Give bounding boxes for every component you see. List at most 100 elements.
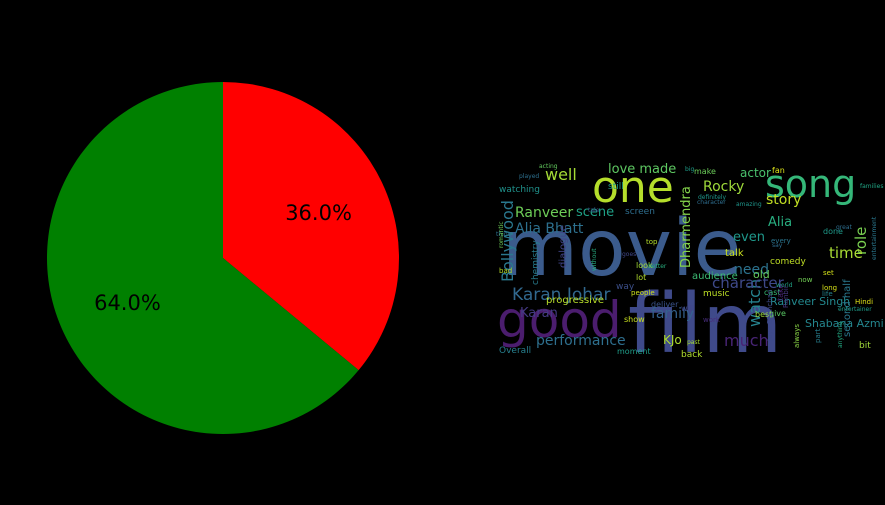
wordcloud-word: bit [859, 341, 871, 351]
wordcloud-word: world [776, 282, 793, 289]
wordcloud-word: music [703, 289, 730, 299]
wordcloud-word: Overall [499, 346, 531, 356]
wordcloud-word: still [608, 182, 624, 192]
wordcloud-word: story [766, 192, 801, 208]
wordcloud-word: anything [837, 321, 844, 348]
wordcloud-word: always [793, 324, 801, 348]
wordcloud-word: comedy [770, 257, 806, 267]
wordcloud-word: way [616, 282, 635, 292]
pie-slice-0 [223, 82, 399, 371]
wordcloud-word: part [814, 328, 822, 343]
pie-chart: 36.0% 64.0% [46, 82, 399, 434]
word-cloud-background [490, 160, 878, 354]
wordcloud-word: romantic [498, 221, 505, 248]
wordcloud-word: watching [499, 185, 540, 195]
wordcloud-word: Rocky [703, 179, 744, 195]
wordcloud-word: without [591, 248, 598, 271]
pie-slice-label-1: 64.0% [94, 291, 161, 315]
wordcloud-word: watch [745, 279, 764, 327]
wordcloud-word: better [648, 263, 667, 270]
wordcloud-word: love made [608, 162, 676, 177]
wordcloud-word: make [694, 167, 716, 176]
wordcloud-word: character [697, 199, 726, 206]
wordcloud-word: past [687, 339, 701, 346]
pie-slice-1 [46, 82, 359, 434]
wordcloud-word: song [765, 162, 856, 206]
wordcloud-word: old [753, 268, 770, 281]
wordcloud-word: well [545, 165, 577, 184]
wordcloud-word: character [712, 274, 785, 292]
wordcloud-word: good [497, 291, 622, 349]
wordcloud-word: set [823, 269, 834, 277]
wordcloud-word: give [769, 309, 786, 318]
wordcloud-word: scene [576, 205, 614, 220]
wordcloud-word: even [733, 230, 765, 245]
wordcloud-word: every [771, 237, 791, 245]
wordcloud-word: say [772, 242, 783, 249]
wordcloud-word: talk [725, 248, 744, 259]
wordcloud-word: screen [625, 207, 655, 217]
wordcloud-word: Jaya Bachchan [766, 290, 774, 342]
wordcloud-word: film [628, 277, 782, 372]
wordcloud-word: chemistry [531, 240, 541, 285]
wordcloud-word: progressive [546, 295, 604, 306]
wordcloud-word: performance [536, 333, 626, 349]
wordcloud-word: acting [539, 163, 558, 170]
wordcloud-word: bad [499, 267, 512, 275]
wordcloud-word: Hindi [855, 298, 873, 306]
wordcloud-word: families [860, 183, 883, 190]
wordcloud-word: played [519, 173, 539, 180]
wordcloud-word: look [636, 261, 653, 270]
wordcloud-word: deliver [651, 300, 679, 309]
wordcloud-word: Shabana Azmi [805, 317, 884, 330]
wordcloud-word: will [681, 304, 694, 313]
wordcloud-word: back [681, 350, 703, 360]
wordcloud-word: one [592, 162, 674, 213]
wordcloud-word: time [829, 244, 863, 262]
wordcloud-word: thing [496, 231, 512, 238]
wordcloud-word: second half [842, 279, 853, 337]
wordcloud-word: actor [740, 166, 771, 180]
wordcloud-word: cast [764, 288, 781, 297]
wordcloud-word: much [724, 331, 769, 350]
wordcloud-word: entertainment [871, 216, 878, 260]
wordcloud-word: goes [622, 251, 636, 258]
wordcloud-word: family [651, 306, 694, 322]
wordcloud-word: amazing [736, 201, 762, 208]
wordcloud-word: big [685, 166, 694, 173]
wordcloud-word: work [703, 316, 721, 324]
wordcloud-word: dialogue [558, 225, 569, 268]
wordcloud-word: Alia Bhatt [515, 221, 584, 237]
wordcloud-word: Karan [520, 306, 558, 321]
wordcloud-word: people [631, 289, 655, 297]
wordcloud-word: Ranveer [515, 205, 573, 221]
wordcloud-word: need [734, 262, 769, 278]
wordcloud-word: now [798, 276, 813, 284]
wordcloud-word: moment [617, 347, 651, 356]
wordcloud-word: Bollywood [498, 200, 517, 282]
wordcloud-word: top [646, 238, 658, 246]
wordcloud-word: great [836, 224, 853, 231]
wordcloud-word: life [822, 290, 833, 298]
wordcloud-word: Dharmendra [679, 186, 694, 268]
wordcloud-word: Ranbir [782, 285, 790, 308]
wordcloud-word: lot [636, 273, 646, 282]
pie-slice-label-0: 36.0% [285, 201, 352, 225]
wordcloud-word: Karan Johar [512, 285, 610, 305]
wordcloud-word: role [852, 227, 870, 255]
wordcloud-word: KJo [663, 333, 682, 347]
wordcloud-word: audience [692, 271, 738, 282]
wordcloud-word: long [822, 284, 837, 292]
wordcloud-word: definitely [698, 194, 726, 201]
wordcloud-word: take [776, 284, 785, 301]
wordcloud-word: fan [772, 166, 785, 175]
wordcloud-word: tale [588, 207, 600, 214]
wordcloud-word: movie [502, 204, 742, 294]
wordcloud-word: show [624, 315, 645, 324]
wordcloud-word: Ranveer Singh [770, 295, 850, 308]
wordcloud-word: Alia [768, 215, 792, 230]
wordcloud-word: entertainer [838, 306, 872, 313]
wordcloud-word: done [823, 227, 843, 236]
